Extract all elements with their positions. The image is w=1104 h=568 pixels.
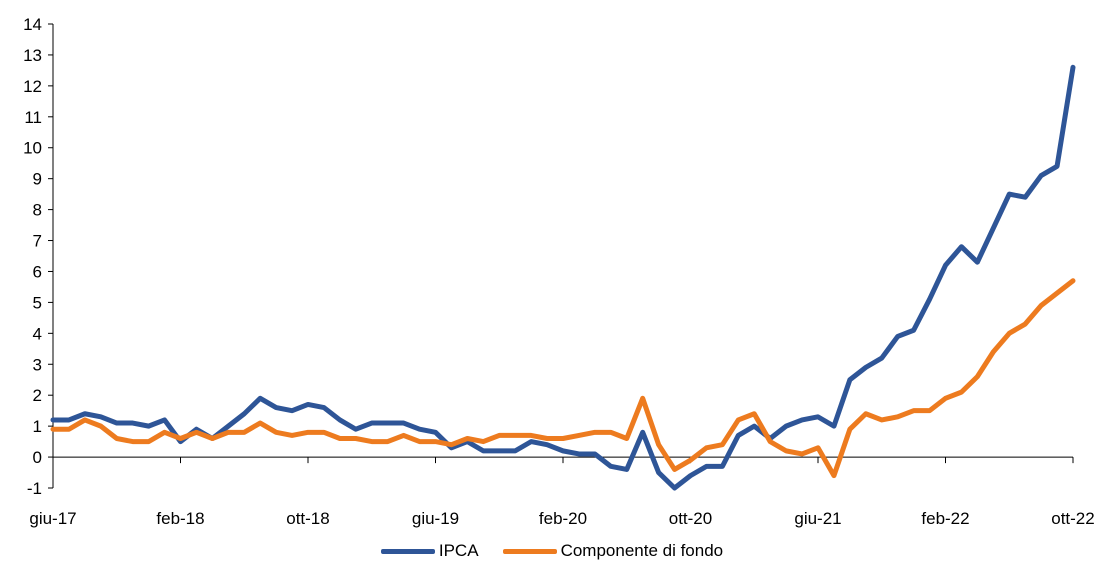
y-tick-label: 12: [23, 77, 42, 96]
x-tick-label: feb-22: [921, 509, 969, 528]
legend-label-ipca: IPCA: [438, 541, 479, 560]
y-tick-label: -1: [27, 479, 42, 498]
series-line-ipca: [50, 64, 1076, 491]
y-tick-label: 10: [23, 139, 42, 158]
y-tick-label: 9: [33, 170, 42, 189]
y-tick-label: 14: [23, 15, 42, 34]
y-tick-label: 3: [33, 355, 42, 374]
y-tick-label: 6: [33, 262, 42, 281]
x-tick-label: feb-18: [156, 509, 204, 528]
x-axis: giu-17 feb-18 ott-18 giu-19 feb-20 ott-20 giu-…: [29, 456, 1095, 528]
x-tick-label: giu-19: [412, 509, 459, 528]
x-tick-label: giu-21: [794, 509, 841, 528]
legend-label-componente-di-fondo: Componente di fondo: [560, 541, 724, 560]
y-tick-label: 8: [33, 201, 42, 220]
y-tick-label: 2: [33, 386, 42, 405]
x-tick-label: ott-22: [1051, 509, 1094, 528]
y-tick-label: 0: [33, 448, 42, 467]
series-lines: [50, 64, 1076, 491]
legend-item-ipca: IPCA: [380, 541, 479, 561]
legend: IPCA Componente di fondo: [0, 541, 1104, 561]
y-tick-label: 11: [24, 108, 42, 127]
x-tick-label: feb-20: [539, 509, 587, 528]
y-tick-label: 4: [33, 324, 42, 343]
y-tick-label: 13: [23, 46, 42, 65]
y-tick-label: 5: [33, 293, 42, 312]
legend-swatch-componente-di-fondo: [502, 548, 557, 554]
y-tick-label: 1: [33, 417, 42, 436]
y-tick-label: 7: [33, 232, 42, 251]
x-tick-label: ott-18: [286, 509, 329, 528]
x-tick-label: giu-17: [29, 509, 76, 528]
legend-swatch-ipca: [380, 548, 435, 554]
series-line-componente-di-fondo: [50, 278, 1076, 479]
legend-item-componente-di-fondo: Componente di fondo: [502, 541, 724, 561]
x-tick-label: ott-20: [669, 509, 712, 528]
